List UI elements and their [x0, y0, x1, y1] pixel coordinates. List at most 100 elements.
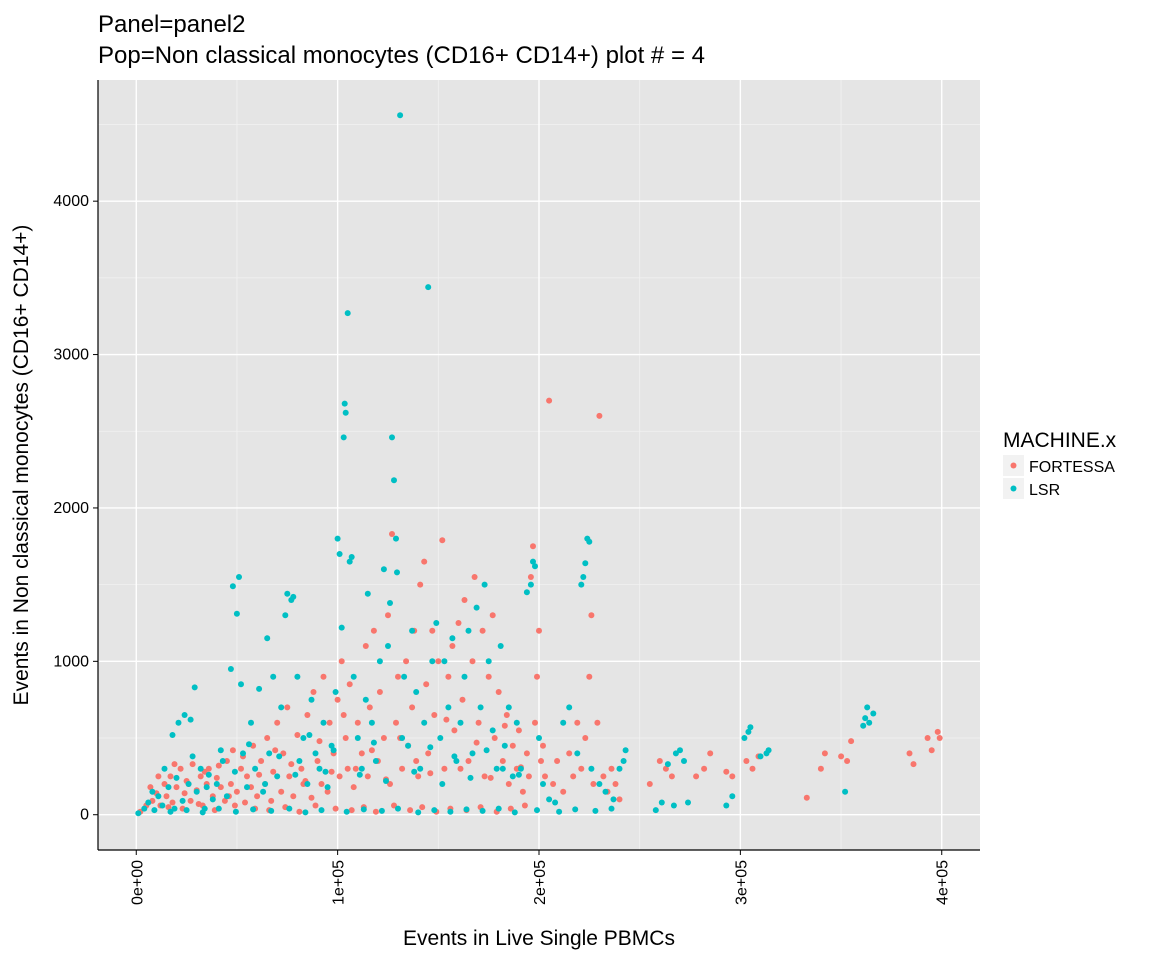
point-fortessa	[344, 765, 351, 772]
point-lsr	[340, 434, 347, 441]
point-lsr	[527, 581, 534, 588]
point-fortessa	[566, 750, 573, 757]
point-fortessa	[701, 765, 708, 772]
point-fortessa	[668, 773, 675, 780]
point-fortessa	[612, 781, 619, 787]
point-lsr	[334, 535, 341, 542]
point-fortessa	[272, 747, 279, 754]
point-lsr	[248, 719, 254, 726]
point-fortessa	[399, 765, 406, 772]
point-fortessa	[370, 627, 377, 634]
point-fortessa	[527, 574, 534, 580]
point-fortessa	[538, 758, 544, 764]
point-lsr	[185, 781, 192, 787]
point-lsr	[276, 753, 283, 760]
data-points	[135, 112, 943, 817]
point-lsr	[244, 784, 250, 791]
point-lsr	[582, 560, 589, 567]
point-lsr	[338, 624, 345, 631]
point-lsr	[219, 758, 226, 764]
x-tick-label: 4e+05	[935, 860, 952, 905]
point-fortessa	[298, 765, 305, 772]
point-fortessa	[693, 773, 700, 780]
point-lsr	[672, 750, 679, 757]
point-fortessa	[461, 597, 468, 603]
point-lsr	[421, 719, 428, 726]
x-tick-label: 1e+05	[331, 860, 348, 905]
y-tick-label: 0	[80, 807, 89, 824]
point-lsr	[332, 689, 339, 695]
point-lsr	[413, 689, 420, 695]
point-fortessa	[523, 750, 530, 757]
point-lsr	[294, 673, 301, 680]
point-lsr	[169, 732, 176, 738]
point-fortessa	[368, 747, 375, 754]
point-lsr	[622, 747, 629, 754]
point-fortessa	[227, 781, 234, 787]
point-fortessa	[582, 735, 589, 741]
point-fortessa	[427, 770, 434, 777]
point-fortessa	[848, 738, 855, 745]
point-lsr	[433, 620, 440, 626]
point-fortessa	[403, 658, 410, 665]
point-lsr	[193, 788, 200, 795]
point-fortessa	[231, 802, 238, 809]
point-lsr	[870, 710, 877, 717]
point-lsr	[451, 753, 458, 760]
point-fortessa	[560, 788, 567, 795]
point-lsr	[515, 771, 522, 778]
point-lsr	[425, 284, 432, 291]
point-lsr	[447, 808, 454, 815]
point-lsr	[286, 805, 293, 812]
point-lsr	[364, 590, 371, 597]
legend-key-lsr	[1010, 485, 1017, 492]
point-fortessa	[165, 804, 172, 811]
point-fortessa	[334, 696, 341, 703]
point-lsr	[445, 704, 452, 711]
point-lsr	[453, 758, 460, 764]
point-fortessa	[280, 750, 287, 757]
point-fortessa	[415, 773, 422, 780]
point-lsr	[229, 583, 236, 590]
point-fortessa	[294, 732, 301, 738]
x-tick-label: 0e+00	[129, 860, 146, 905]
point-lsr	[175, 719, 182, 726]
point-fortessa	[389, 531, 395, 537]
point-lsr	[415, 809, 422, 816]
point-fortessa	[358, 750, 365, 757]
point-lsr	[566, 704, 573, 711]
point-lsr	[534, 807, 540, 814]
point-fortessa	[471, 574, 478, 580]
point-lsr	[461, 673, 468, 680]
point-lsr	[580, 574, 587, 580]
point-fortessa	[707, 750, 714, 757]
point-lsr	[300, 735, 307, 741]
point-fortessa	[268, 797, 275, 804]
point-lsr	[429, 658, 436, 665]
point-lsr	[264, 635, 271, 642]
point-lsr	[483, 747, 490, 754]
point-fortessa	[594, 719, 601, 726]
point-lsr	[757, 753, 764, 760]
point-lsr	[389, 434, 395, 441]
point-fortessa	[515, 727, 522, 734]
point-fortessa	[936, 735, 943, 741]
point-lsr	[501, 742, 508, 749]
y-axis-ticks: 0 1000 2000 3000 4000	[53, 193, 98, 824]
point-fortessa	[590, 781, 597, 787]
point-lsr	[860, 722, 867, 729]
point-fortessa	[195, 801, 202, 807]
point-fortessa	[419, 804, 426, 811]
point-lsr	[376, 658, 383, 665]
point-lsr	[161, 765, 168, 772]
point-lsr	[215, 805, 222, 812]
point-lsr	[427, 744, 434, 751]
point-fortessa	[729, 773, 736, 780]
point-fortessa	[205, 765, 212, 772]
point-fortessa	[328, 768, 335, 775]
point-fortessa	[278, 788, 285, 795]
point-fortessa	[163, 793, 170, 800]
point-lsr	[330, 747, 337, 754]
point-lsr	[260, 788, 267, 795]
